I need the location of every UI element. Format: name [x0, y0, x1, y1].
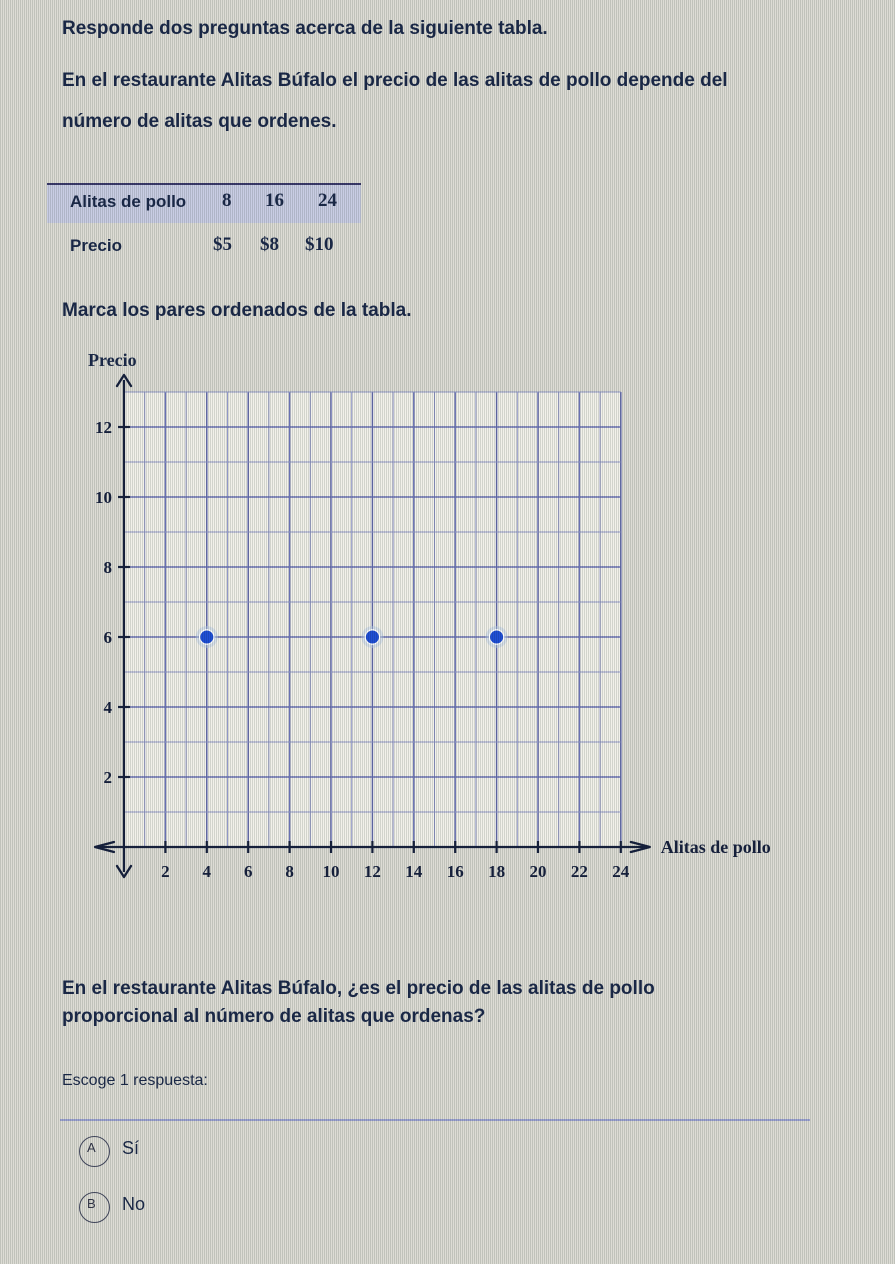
- svg-text:22: 22: [571, 862, 588, 881]
- svg-text:20: 20: [530, 862, 547, 881]
- svg-text:24: 24: [612, 862, 630, 881]
- svg-text:6: 6: [104, 628, 113, 647]
- svg-text:4: 4: [104, 698, 113, 717]
- svg-text:8: 8: [104, 558, 113, 577]
- svg-text:14: 14: [405, 862, 423, 881]
- svg-text:8: 8: [285, 862, 294, 881]
- svg-text:2: 2: [161, 862, 170, 881]
- svg-text:16: 16: [447, 862, 464, 881]
- svg-text:4: 4: [203, 862, 212, 881]
- svg-text:Alitas de pollo: Alitas de pollo: [661, 837, 771, 857]
- svg-text:12: 12: [364, 862, 381, 881]
- svg-text:2: 2: [104, 768, 113, 787]
- svg-text:12: 12: [95, 418, 112, 437]
- svg-text:6: 6: [244, 862, 253, 881]
- svg-text:10: 10: [323, 862, 340, 881]
- svg-text:10: 10: [95, 488, 112, 507]
- svg-text:18: 18: [488, 862, 505, 881]
